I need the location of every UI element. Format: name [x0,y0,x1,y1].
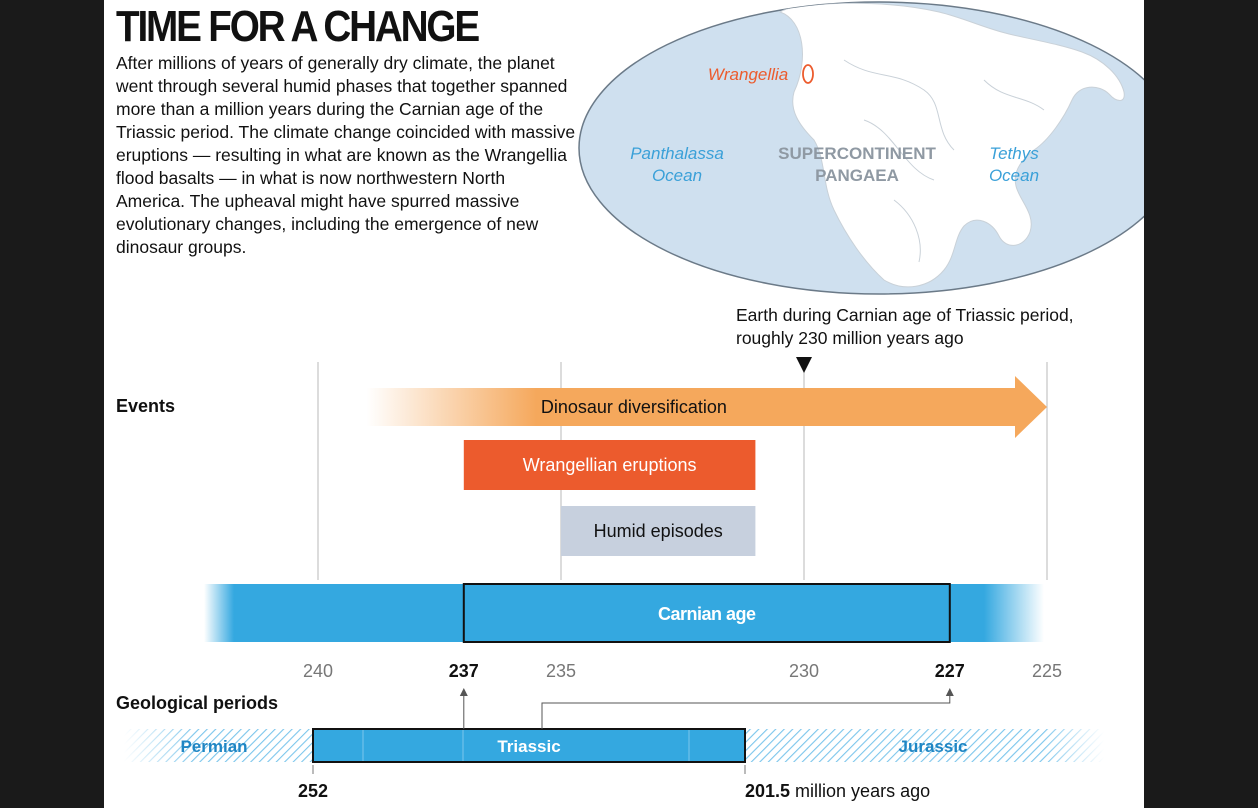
humid-episodes-label: Humid episodes [594,521,723,541]
pangaea-line2: PANGAEA [815,166,899,185]
event-bars: Dinosaur diversification Wrangellian erup… [366,376,1048,556]
fade-right [1044,728,1104,763]
wrangellia-marker [802,64,814,84]
timeline-ticks: 240 237 235 230 227 225 [303,661,1062,681]
tick-label-230: 230 [789,661,819,681]
humid-episodes-bar [561,506,756,556]
triassic-label: Triassic [497,737,560,756]
pangaea-landmass [778,2,1125,288]
fade-left [124,728,194,763]
connector-227 [541,692,951,729]
wrangellian-eruptions-label: Wrangellian eruptions [523,455,697,475]
globe-map: Wrangellia Panthalassa Ocean SUPERCONTIN… [578,1,1144,295]
carnian-age-box [462,583,951,643]
tick-label-225: 225 [1032,661,1062,681]
map-caption: Earth during Carnian age of Triassic per… [736,305,1074,348]
carnian-age-label: Carnian age [658,604,756,624]
tick-label-240: 240 [303,661,333,681]
geological-periods-label: Geological periods [116,693,279,713]
infographic-panel: TIME FOR A CHANGE After millions of year… [104,0,1144,808]
pangaea-line1: SUPERCONTINENT [778,144,936,163]
panthalassa-line1: Panthalassa [630,144,724,163]
tick-label-235: 235 [546,661,576,681]
dinosaur-diversification-label: Dinosaur diversification [541,397,727,417]
tethys-line1: Tethys [989,144,1039,163]
arrowhead-237 [459,688,468,696]
boundary-label-201-5: 201.5 million years ago [745,781,930,801]
intro-text: After millions of years of generally dry… [116,53,576,257]
tick-label-227: 227 [935,661,965,681]
carnian-band: Carnian age [114,583,1114,643]
dinosaur-diversification-arrow [366,376,1048,438]
marker-triangle [796,357,812,373]
timeline-chart: Wrangellia Panthalassa Ocean SUPERCONTIN… [114,1,1144,801]
unit-label: million years ago [790,781,930,801]
permian-label: Permian [180,737,247,756]
page-title: TIME FOR A CHANGE [116,2,480,51]
wrangellia-label: Wrangellia [708,65,788,84]
jurassic-label: Jurassic [899,737,968,756]
events-label: Events [116,396,176,416]
tethys-line2: Ocean [989,166,1039,185]
current-age-marker [796,357,812,373]
boundary-label-252: 252 [298,781,328,801]
boundary-value-201-5: 201.5 [745,781,790,801]
triassic-box [312,728,746,763]
wrangellian-eruptions-bar [463,440,756,490]
panthalassa-line2: Ocean [652,166,702,185]
arrowhead-227 [945,688,954,696]
tick-label-237: 237 [449,661,479,681]
geological-periods-bar: Permian Triassic Jurassic 252 201.5 million … [124,688,1104,801]
